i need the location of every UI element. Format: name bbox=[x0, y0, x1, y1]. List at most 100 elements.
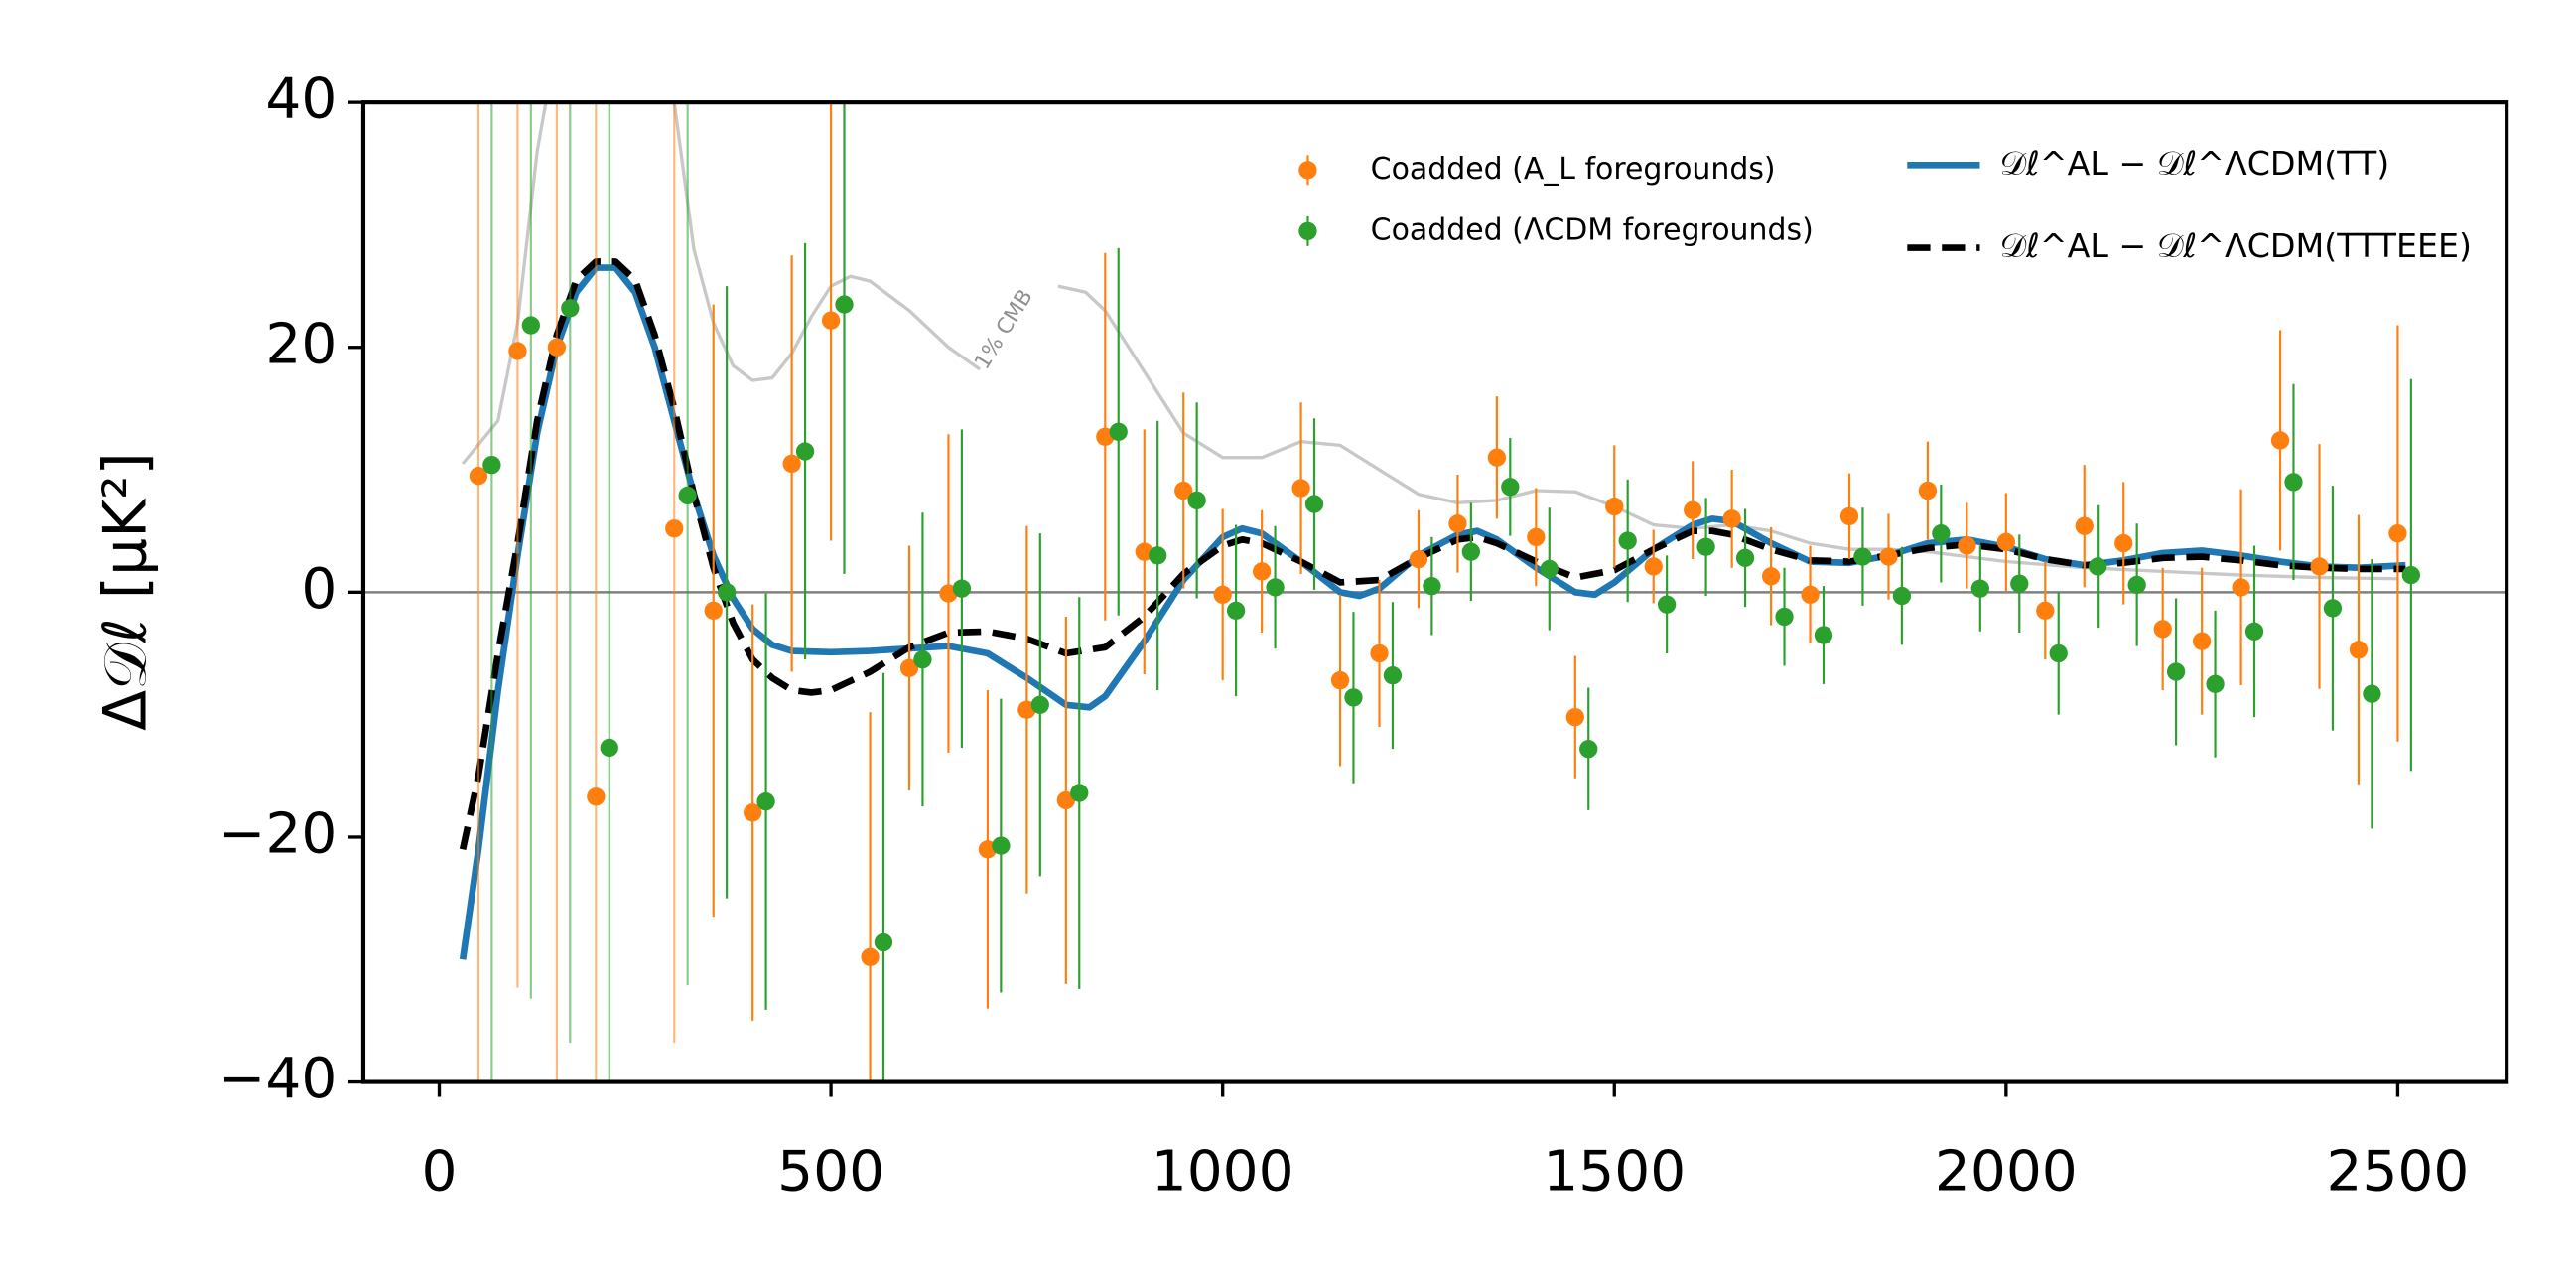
data-point bbox=[913, 650, 932, 669]
data-point bbox=[1187, 491, 1206, 510]
data-point bbox=[1565, 707, 1584, 727]
data-point bbox=[1996, 532, 2016, 551]
data-point bbox=[2284, 473, 2303, 492]
data-point bbox=[2349, 641, 2369, 659]
data-point bbox=[2153, 620, 2172, 639]
data-point bbox=[1540, 559, 1559, 579]
data-point bbox=[561, 299, 580, 318]
data-point bbox=[1213, 585, 1232, 604]
data-point bbox=[1684, 500, 1702, 519]
data-point bbox=[1383, 666, 1403, 685]
data-point bbox=[1109, 422, 1128, 441]
data-point bbox=[1149, 546, 1167, 565]
data-point bbox=[2036, 601, 2055, 620]
data-point bbox=[2363, 684, 2381, 703]
legend-label: 𝒟ℓ^AL − 𝒟ℓ^ΛCDM(TT) bbox=[1999, 144, 2389, 183]
data-point bbox=[1644, 557, 1663, 576]
x-tick-label: 1000 bbox=[1152, 1139, 1294, 1204]
data-point bbox=[1761, 567, 1781, 586]
data-point bbox=[2075, 516, 2094, 535]
data-point bbox=[1056, 790, 1075, 810]
data-point bbox=[2010, 574, 2029, 593]
data-point bbox=[508, 342, 527, 360]
data-point bbox=[717, 583, 737, 602]
data-point bbox=[1970, 579, 1989, 598]
legend-marker bbox=[1298, 161, 1317, 180]
x-tick-label: 500 bbox=[777, 1139, 884, 1204]
y-tick-label: −40 bbox=[218, 1047, 337, 1111]
data-point bbox=[1226, 601, 1246, 620]
data-point bbox=[992, 836, 1011, 855]
data-point bbox=[1958, 536, 1976, 555]
data-point bbox=[1605, 497, 1624, 516]
data-point bbox=[2244, 622, 2264, 641]
data-point bbox=[1892, 586, 1912, 606]
data-point bbox=[2114, 533, 2133, 553]
data-point bbox=[1330, 670, 1350, 690]
data-point bbox=[1775, 607, 1794, 627]
y-tick-label: −20 bbox=[218, 802, 337, 867]
legend-label: Coadded (ΛCDM foregrounds) bbox=[1371, 213, 1814, 247]
data-point bbox=[2270, 431, 2290, 450]
data-point bbox=[469, 467, 488, 486]
data-point bbox=[952, 579, 972, 598]
legend-marker bbox=[1298, 221, 1317, 241]
y-tick-label: 20 bbox=[265, 312, 337, 376]
data-point bbox=[665, 519, 684, 538]
data-point bbox=[521, 316, 540, 335]
data-point bbox=[795, 442, 815, 461]
data-point bbox=[1501, 478, 1520, 497]
data-point bbox=[1291, 479, 1310, 498]
data-point bbox=[1853, 547, 1872, 566]
data-point bbox=[600, 738, 618, 758]
data-point bbox=[1487, 448, 1507, 467]
data-point bbox=[1657, 595, 1677, 614]
data-point bbox=[2166, 662, 2186, 681]
data-point bbox=[1696, 537, 1715, 556]
data-point bbox=[1070, 784, 1089, 802]
legend-label: Coadded (A_L foregrounds) bbox=[1371, 152, 1776, 187]
data-point bbox=[1370, 643, 1389, 663]
data-point bbox=[1735, 548, 1755, 567]
y-tick-label: 40 bbox=[265, 68, 337, 132]
data-point bbox=[1409, 549, 1428, 569]
y-axis-label: Δ𝒟ℓ [μK²] bbox=[90, 452, 160, 731]
data-point bbox=[1448, 514, 1467, 533]
data-point bbox=[704, 601, 723, 620]
data-point bbox=[1461, 542, 1480, 561]
data-point bbox=[1918, 481, 1938, 500]
x-tick-label: 1500 bbox=[1543, 1139, 1686, 1204]
data-point bbox=[1801, 585, 1820, 604]
data-point bbox=[756, 792, 775, 811]
data-point bbox=[1722, 509, 1741, 528]
data-point bbox=[1618, 531, 1637, 550]
data-point bbox=[1527, 527, 1546, 547]
data-point bbox=[861, 947, 880, 966]
data-point bbox=[821, 311, 841, 330]
data-point bbox=[1423, 577, 1441, 596]
data-point bbox=[678, 486, 697, 505]
x-tick-label: 0 bbox=[422, 1139, 458, 1204]
data-point bbox=[744, 803, 762, 822]
data-point bbox=[587, 787, 606, 806]
data-point bbox=[1932, 524, 1951, 543]
data-point bbox=[2401, 565, 2421, 585]
data-point bbox=[1839, 506, 1859, 526]
data-point bbox=[2192, 632, 2212, 650]
data-point bbox=[2206, 674, 2225, 693]
x-tick-label: 2000 bbox=[1935, 1139, 2078, 1204]
data-point bbox=[2323, 599, 2343, 618]
y-tick-label: 0 bbox=[301, 557, 337, 622]
data-point bbox=[1030, 695, 1049, 714]
data-point bbox=[2388, 524, 2407, 543]
data-point bbox=[2049, 643, 2068, 663]
data-point bbox=[482, 455, 501, 475]
data-point bbox=[874, 932, 893, 952]
data-point bbox=[1174, 481, 1193, 500]
data-point bbox=[1266, 578, 1285, 597]
data-point bbox=[1252, 562, 1272, 581]
data-point bbox=[1304, 495, 1324, 513]
data-point bbox=[1814, 626, 1833, 644]
